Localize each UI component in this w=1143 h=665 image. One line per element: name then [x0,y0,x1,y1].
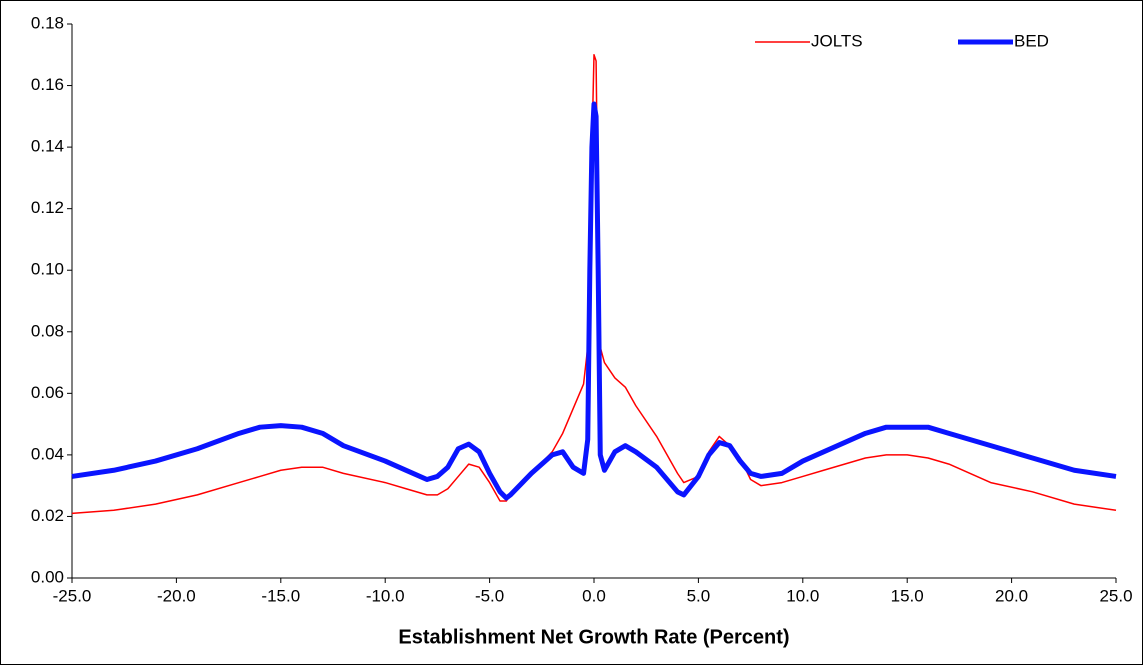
y-tick-label: 0.12 [31,198,64,217]
legend-label: JOLTS [811,31,863,50]
series-line [71,101,1117,501]
y-tick-label: 0.06 [31,383,64,402]
x-tick-label: 15.0 [891,586,924,605]
x-tick-label: -15.0 [261,586,300,605]
x-tick-label: -10.0 [366,586,405,605]
legend-label: BED [1014,31,1049,50]
x-tick-label: 5.0 [687,586,711,605]
x-tick-label: 25.0 [1099,586,1132,605]
y-tick-label: 0.04 [31,444,64,463]
y-tick-label: 0.08 [31,321,64,340]
x-tick-label: -25.0 [53,586,92,605]
x-tick-label: 20.0 [995,586,1028,605]
series-line [71,54,1117,515]
y-tick-label: 0.16 [31,75,64,94]
x-tick-label: -20.0 [157,586,196,605]
y-tick-label: 0.10 [31,260,64,279]
x-tick-label: 0.0 [582,586,606,605]
y-tick-label: 0.18 [31,13,64,32]
x-tick-label: 10.0 [786,586,819,605]
x-tick-label: -5.0 [475,586,504,605]
y-tick-label: 0.02 [31,506,64,525]
x-axis-title: Establishment Net Growth Rate (Percent) [398,626,789,648]
y-tick-label: 0.00 [31,567,64,586]
y-tick-label: 0.14 [31,137,64,156]
